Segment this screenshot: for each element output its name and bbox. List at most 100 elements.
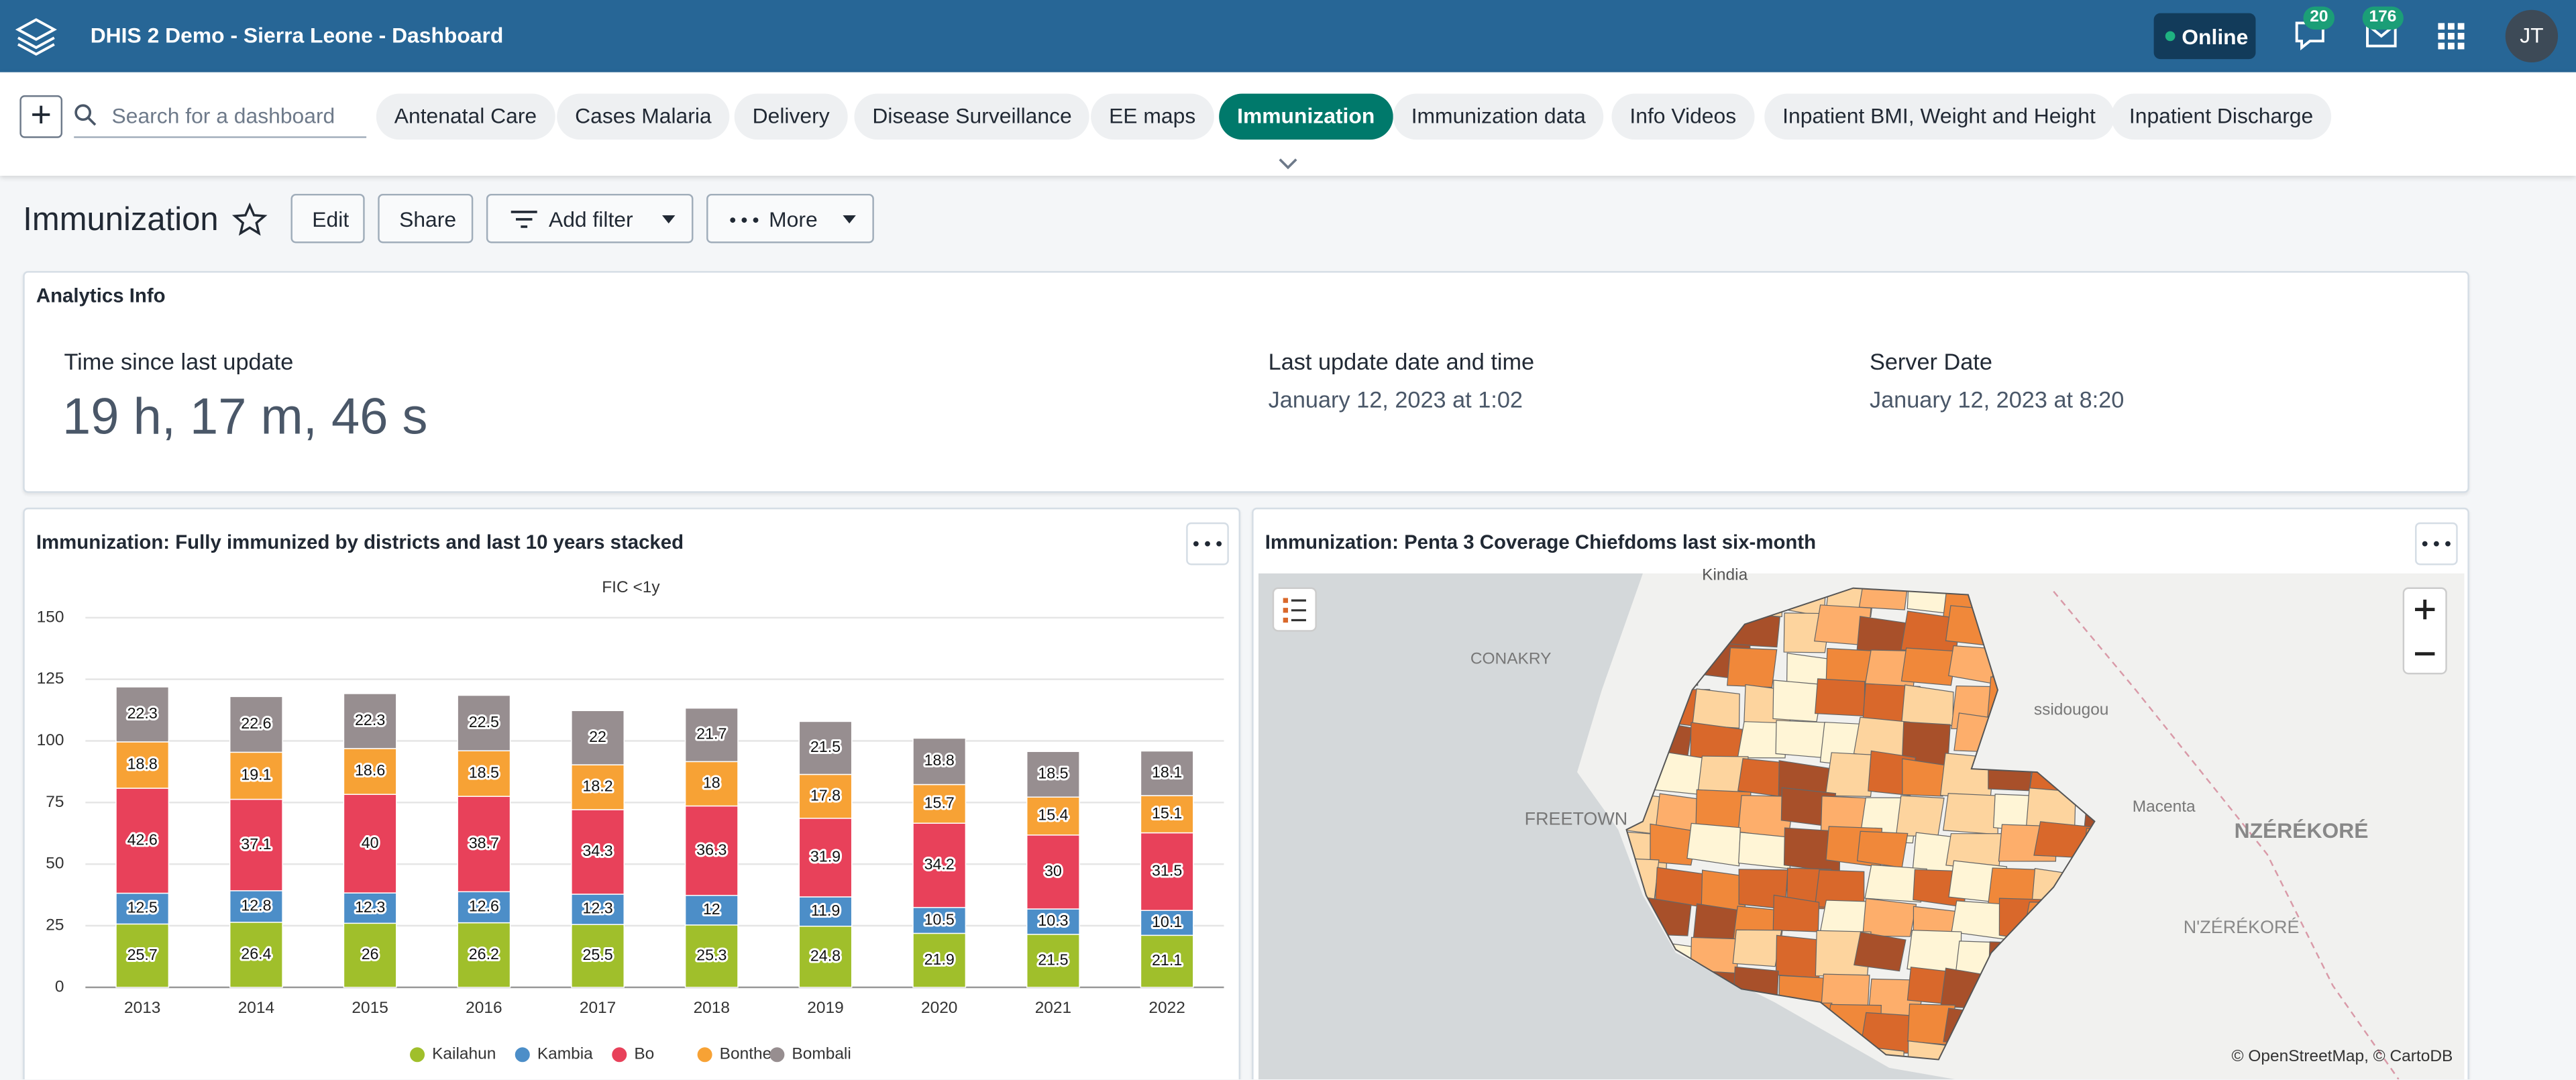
- status-text: Online: [2182, 24, 2249, 50]
- data-label: 21.9: [924, 951, 955, 968]
- y-tick-label: 0: [55, 977, 64, 995]
- data-label: 21.7: [696, 725, 727, 743]
- country-outline: [1625, 587, 2096, 1061]
- info-label: Time since last update: [64, 348, 294, 375]
- chiefdom: [1902, 758, 1948, 797]
- app-logo[interactable]: [15, 16, 58, 56]
- share-button[interactable]: Share: [378, 193, 474, 244]
- user-avatar[interactable]: JT: [2505, 9, 2559, 63]
- chiefdom: [1737, 721, 1788, 759]
- x-tick-label: 2015: [352, 999, 388, 1017]
- more-button[interactable]: More: [706, 193, 874, 244]
- dots-icon: [2422, 541, 2451, 547]
- header-title: DHIS 2 Demo - Sierra Leone - Dashboard: [90, 23, 504, 48]
- dashboard-chip[interactable]: EE maps: [1091, 93, 1214, 140]
- x-tick-label: 2018: [694, 999, 730, 1017]
- bar-segment: [457, 922, 511, 988]
- data-label: 26: [362, 945, 379, 963]
- bar-segment: [1140, 795, 1194, 834]
- data-label: 10.5: [924, 910, 955, 928]
- legend-icon: [1283, 598, 1306, 623]
- bar-segment: [912, 822, 967, 908]
- zoom-icons: [2415, 599, 2435, 656]
- bar-segment: [457, 694, 511, 751]
- data-label: 12.3: [355, 898, 385, 916]
- online-status[interactable]: Online: [2153, 13, 2256, 60]
- edit-button[interactable]: Edit: [290, 193, 365, 244]
- bar-segment: [343, 748, 397, 795]
- legend-label: Bonthe: [720, 1045, 772, 1063]
- bar-segment: [571, 710, 625, 765]
- y-tick-label: 125: [37, 669, 64, 688]
- item-menu-button[interactable]: [1186, 522, 1229, 565]
- badge: 176: [2362, 6, 2404, 30]
- chiefdom: [1775, 720, 1828, 759]
- chiefdom: [1856, 830, 1909, 869]
- data-label: 22.6: [241, 714, 271, 732]
- search-placeholder: Search for a dashboard: [111, 103, 335, 129]
- data-label: 12.8: [241, 896, 271, 914]
- data-label: 21.5: [810, 738, 841, 755]
- bar-segment: [1026, 751, 1080, 798]
- new-dashboard-button[interactable]: +: [19, 95, 63, 138]
- data-label: 12.5: [127, 899, 158, 916]
- map-place: Kindia: [1702, 565, 1748, 584]
- chiefdom: [1900, 647, 1957, 686]
- y-tick-label: 75: [46, 793, 64, 811]
- data-label: 37.1: [241, 835, 271, 853]
- chiefdom: [1907, 1040, 1953, 1060]
- search-field[interactable]: Search for a dashboard: [74, 95, 367, 138]
- legend-marker: [612, 1047, 627, 1063]
- dashboard-chip[interactable]: Antenatal Care: [376, 93, 555, 140]
- bar-segment: [912, 907, 967, 934]
- bar-segment: [229, 890, 283, 923]
- dashboard-chip[interactable]: Disease Surveillance: [854, 93, 1090, 140]
- dashboard-chip[interactable]: Delivery: [734, 93, 848, 140]
- data-label: 30: [1044, 862, 1062, 879]
- bar-segment: [1140, 750, 1194, 796]
- bar-segment: [1140, 832, 1194, 911]
- star-button[interactable]: [231, 202, 268, 236]
- data-label: 36.3: [696, 841, 727, 858]
- header-bar: DHIS 2 Demo - Sierra Leone - Dashboard O…: [0, 0, 2576, 72]
- add-filter-button[interactable]: Add filter: [486, 193, 694, 244]
- x-tick-label: 2017: [580, 999, 616, 1017]
- chiefdom: [1738, 832, 1792, 869]
- data-label: 24.8: [810, 947, 841, 964]
- dashboard-chip[interactable]: Immunization data: [1393, 93, 1604, 140]
- bar-segment: [1026, 834, 1080, 910]
- data-label: 25.5: [582, 946, 612, 963]
- data-label: 38.7: [469, 834, 499, 851]
- data-label: 22.3: [127, 704, 158, 722]
- zoom-control[interactable]: [2402, 587, 2447, 675]
- bar-segment: [571, 894, 625, 925]
- apps-icon[interactable]: [2438, 23, 2466, 51]
- dashboard-chip[interactable]: Inpatient BMI, Weight and Height: [1764, 93, 2114, 140]
- bar-segment: [571, 809, 625, 895]
- legend-label: Kailahun: [432, 1045, 496, 1063]
- data-label: 10.3: [1038, 912, 1068, 929]
- bar-segment: [684, 805, 739, 896]
- chiefdom: [1854, 931, 1907, 972]
- chiefdom: [1895, 795, 1945, 837]
- bar-segment: [1026, 908, 1080, 935]
- bar-segment: [1026, 934, 1080, 988]
- data-label: 31.9: [810, 848, 841, 865]
- bar-segment: [1026, 796, 1080, 836]
- dashboard-chip[interactable]: Cases Malaria: [557, 93, 730, 140]
- data-label: 17.8: [810, 786, 841, 804]
- chiefdom: [2083, 791, 2095, 837]
- chiefdom: [1814, 678, 1866, 717]
- item-menu-button[interactable]: [2415, 522, 2458, 565]
- data-label: 21.5: [1038, 951, 1068, 968]
- expand-chevron[interactable]: [1277, 156, 1299, 171]
- bar-segment: [912, 932, 967, 988]
- dashboard-chip[interactable]: Inpatient Discharge: [2110, 93, 2332, 140]
- info-big-value: 19 h, 17 m, 46 s: [62, 387, 428, 445]
- dashboard-chip[interactable]: Info Videos: [1611, 93, 1755, 140]
- bar-segment: [798, 818, 853, 898]
- y-tick-label: 100: [37, 731, 64, 749]
- dashboard-chip-active[interactable]: Immunization: [1219, 93, 1393, 140]
- data-label: 18.2: [582, 777, 612, 795]
